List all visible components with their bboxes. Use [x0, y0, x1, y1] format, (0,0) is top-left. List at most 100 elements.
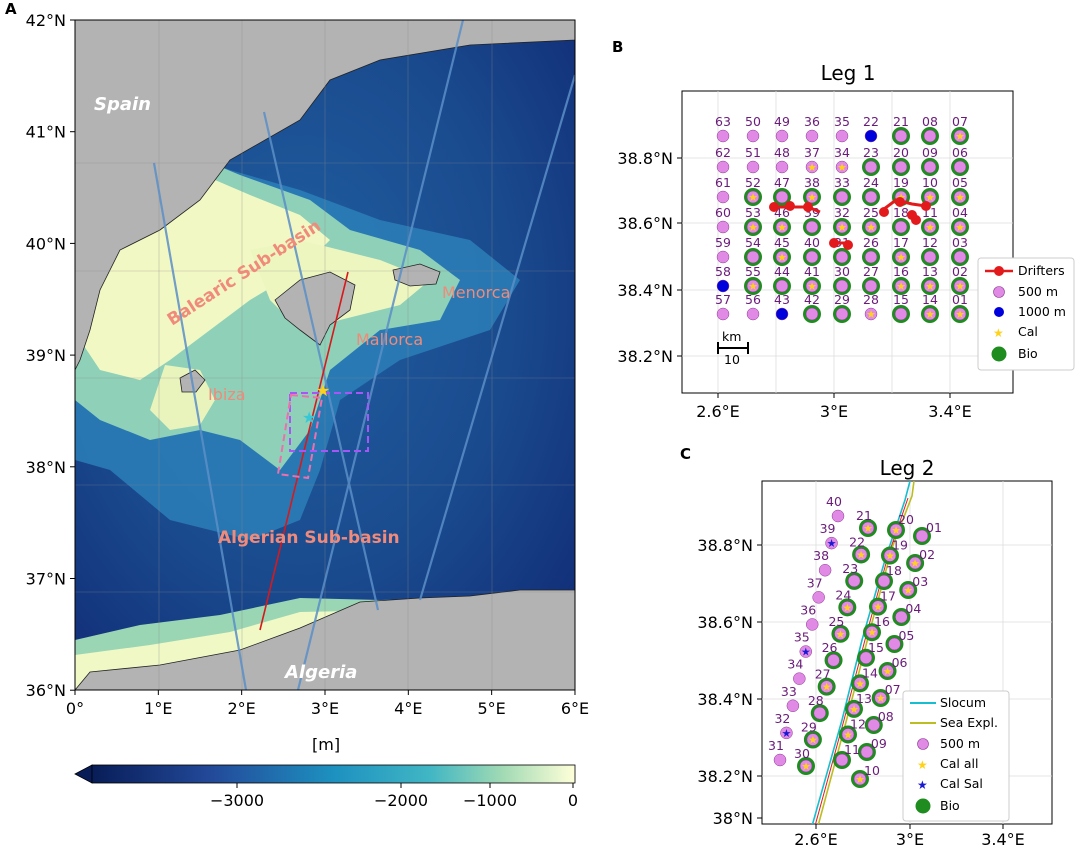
leg1-station: [894, 279, 908, 293]
leg1-station: [923, 220, 937, 234]
leg2-station: [881, 664, 894, 678]
cal-star: ★: [955, 280, 965, 293]
leg1-station-label: 28: [863, 292, 879, 307]
svg-text:1000 m: 1000 m: [1018, 304, 1066, 319]
leg2-station: [860, 745, 874, 759]
leg1-station-label: 13: [922, 264, 938, 279]
leg2-station-label: 23: [842, 561, 858, 576]
leg1-station: [716, 279, 730, 293]
leg2-station: [813, 706, 827, 720]
leg2-station-label: 30: [794, 746, 810, 761]
leg1-y-tick: 38.4°N: [617, 281, 673, 300]
leg1-station: [775, 279, 789, 293]
leg1-station-label: 62: [715, 145, 731, 160]
leg1-station: [923, 129, 937, 143]
menorca-landmass: [392, 263, 441, 287]
leg1-station-label: 14: [922, 292, 938, 307]
map-a-x-tick: 0°: [66, 699, 84, 718]
leg1-station-label: 16: [893, 264, 909, 279]
colorbar-tick: 0: [568, 791, 578, 810]
leg1-station: [835, 220, 849, 234]
leg1-station-label: 52: [745, 175, 761, 190]
satellite-tracks: [152, 20, 575, 690]
leg2-station: [871, 600, 885, 613]
leg2-station-label: 18: [886, 563, 902, 578]
leg2-station: [834, 627, 847, 641]
cal-star-marker: ★: [316, 381, 330, 400]
leg1-station-label: 36: [804, 114, 820, 129]
leg1-station: [746, 250, 760, 264]
label-algeria: Algeria: [283, 662, 357, 683]
label-spain: Spain: [94, 94, 151, 115]
leg2-station-label: 36: [800, 602, 816, 617]
leg1-scale-bar: km 10: [717, 329, 749, 367]
cal-star: ★: [866, 308, 876, 321]
svg-text:Bio: Bio: [1018, 346, 1038, 361]
leg1-station-label: 40: [804, 235, 820, 250]
leg2-station-label: 25: [828, 614, 844, 629]
leg2-station: [853, 772, 867, 786]
leg1-station-label: 56: [745, 292, 761, 307]
svg-text:★: ★: [917, 758, 928, 772]
leg2-station: [841, 728, 855, 741]
leg1-station-label: 10: [922, 175, 938, 190]
leg1-station: [953, 279, 967, 293]
leg2-station: [865, 625, 879, 639]
leg1-station-label: 50: [745, 114, 761, 129]
leg2-station-label: 08: [878, 709, 894, 724]
leg1-station: [953, 129, 967, 143]
map-a-x-tick: 4°E: [394, 699, 422, 718]
leg1-station-label: 60: [715, 205, 731, 220]
map-a-y-tick: 41°N: [26, 123, 66, 142]
leg1-station-label: 45: [774, 235, 790, 250]
leg1-station-label: 33: [834, 175, 850, 190]
leg2-station: [805, 618, 819, 631]
svg-text:500 m: 500 m: [1018, 284, 1058, 299]
leg1-station: [835, 279, 849, 293]
leg1-station: [746, 307, 760, 321]
svg-text:★: ★: [993, 326, 1004, 340]
leg2-station: [888, 637, 901, 651]
cal-star: ★: [955, 130, 965, 143]
leg1-station-label: 63: [715, 114, 731, 129]
cal-star: ★: [955, 308, 965, 321]
leg1-station: [864, 307, 878, 321]
leg1-station-label: 22: [863, 114, 879, 129]
colorbar-tick: −2000: [374, 791, 428, 810]
svg-text:Cal: Cal: [1018, 324, 1038, 339]
leg1-y-tick: 38.6°N: [617, 214, 673, 233]
leg2-station-label: 11: [844, 742, 860, 757]
leg1-station-label: 19: [893, 175, 909, 190]
cal-star: ★: [863, 522, 873, 535]
leg2-station: [877, 574, 891, 588]
map-a-y-tick: 37°N: [26, 570, 66, 589]
cal-star: ★: [807, 161, 817, 174]
cal-star: ★: [837, 221, 847, 234]
colorbar: [m] −3000 −2000 −1000 0: [74, 735, 578, 810]
cal-star: ★: [925, 191, 935, 204]
leg1-station: [894, 129, 908, 143]
label-menorca: Menorca: [442, 283, 510, 302]
leg1-station-label: 37: [804, 145, 820, 160]
leg2-station-label: 17: [880, 589, 896, 604]
leg1-station-label: 38: [804, 175, 820, 190]
leg1-station: [835, 250, 849, 264]
cal-star: ★: [866, 221, 876, 234]
leg1-station: [716, 250, 730, 264]
cal-star: ★: [955, 191, 965, 204]
leg2-stations: 01★02★030405★06★070809★1011★12★13★1415★1…: [768, 494, 942, 788]
leg2-station-label: 34: [787, 657, 803, 672]
leg2-station: [773, 753, 787, 767]
leg2-legend: Slocum Sea Expl. 500 m ★ Cal all ★ Cal S…: [902, 690, 1010, 822]
leg1-station-label: 26: [863, 235, 879, 250]
svg-text:Cal all: Cal all: [940, 756, 978, 771]
leg2-station-label: 15: [868, 640, 884, 655]
leg1-station: [775, 160, 789, 174]
leg2-station-label: 38: [813, 548, 829, 563]
leg1-station: [805, 129, 819, 143]
leg1-station: [835, 190, 849, 204]
leg1-y-tick: 38.8°N: [617, 149, 673, 168]
leg1-station: [894, 307, 908, 321]
map-a-x-tick: 6°E: [561, 699, 589, 718]
svg-text:★: ★: [917, 778, 928, 792]
